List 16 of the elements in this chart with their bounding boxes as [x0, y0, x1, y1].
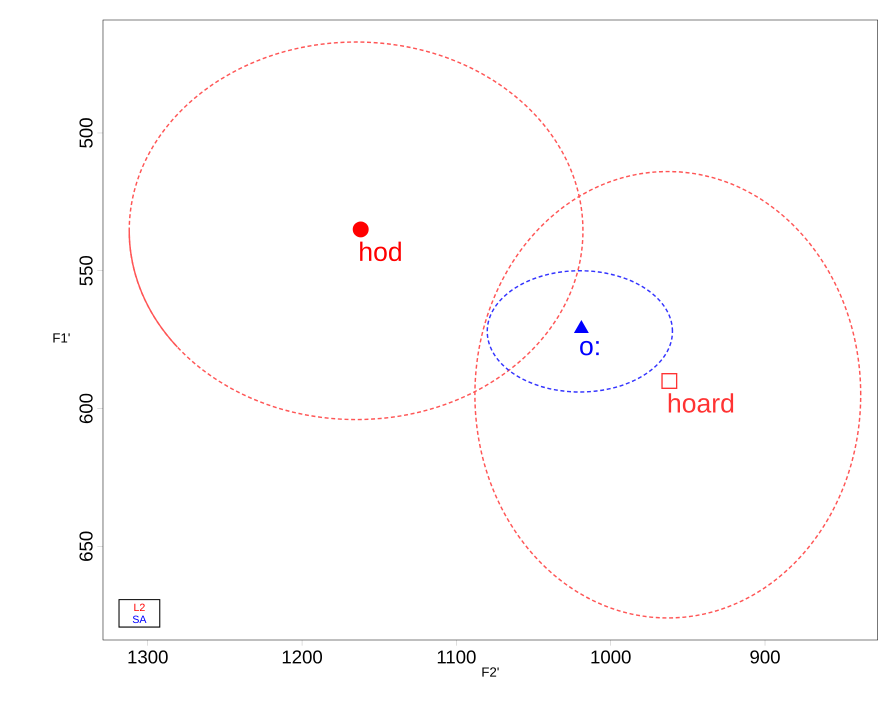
- y-tick-label: 550: [79, 256, 93, 286]
- annotation: hod: [360, 242, 401, 262]
- x-axis-title: F2': [482, 667, 499, 677]
- y-tick-label: 600: [79, 394, 93, 424]
- x-tick-label: 1000: [591, 650, 631, 664]
- x-tick-label: 1200: [282, 650, 322, 664]
- text: SA: [132, 616, 146, 624]
- text: L2: [134, 604, 145, 612]
- x-tick-label: 1100: [438, 650, 476, 664]
- x-tick-label: 1300: [128, 650, 168, 664]
- annotation: o:: [580, 340, 599, 356]
- annotation: hoard: [668, 393, 734, 413]
- y-tick-label: 650: [79, 532, 93, 561]
- y-tick-label: 500: [79, 118, 93, 148]
- y-axis-title: F1': [53, 333, 70, 343]
- x-tick-label: 900: [750, 650, 780, 664]
